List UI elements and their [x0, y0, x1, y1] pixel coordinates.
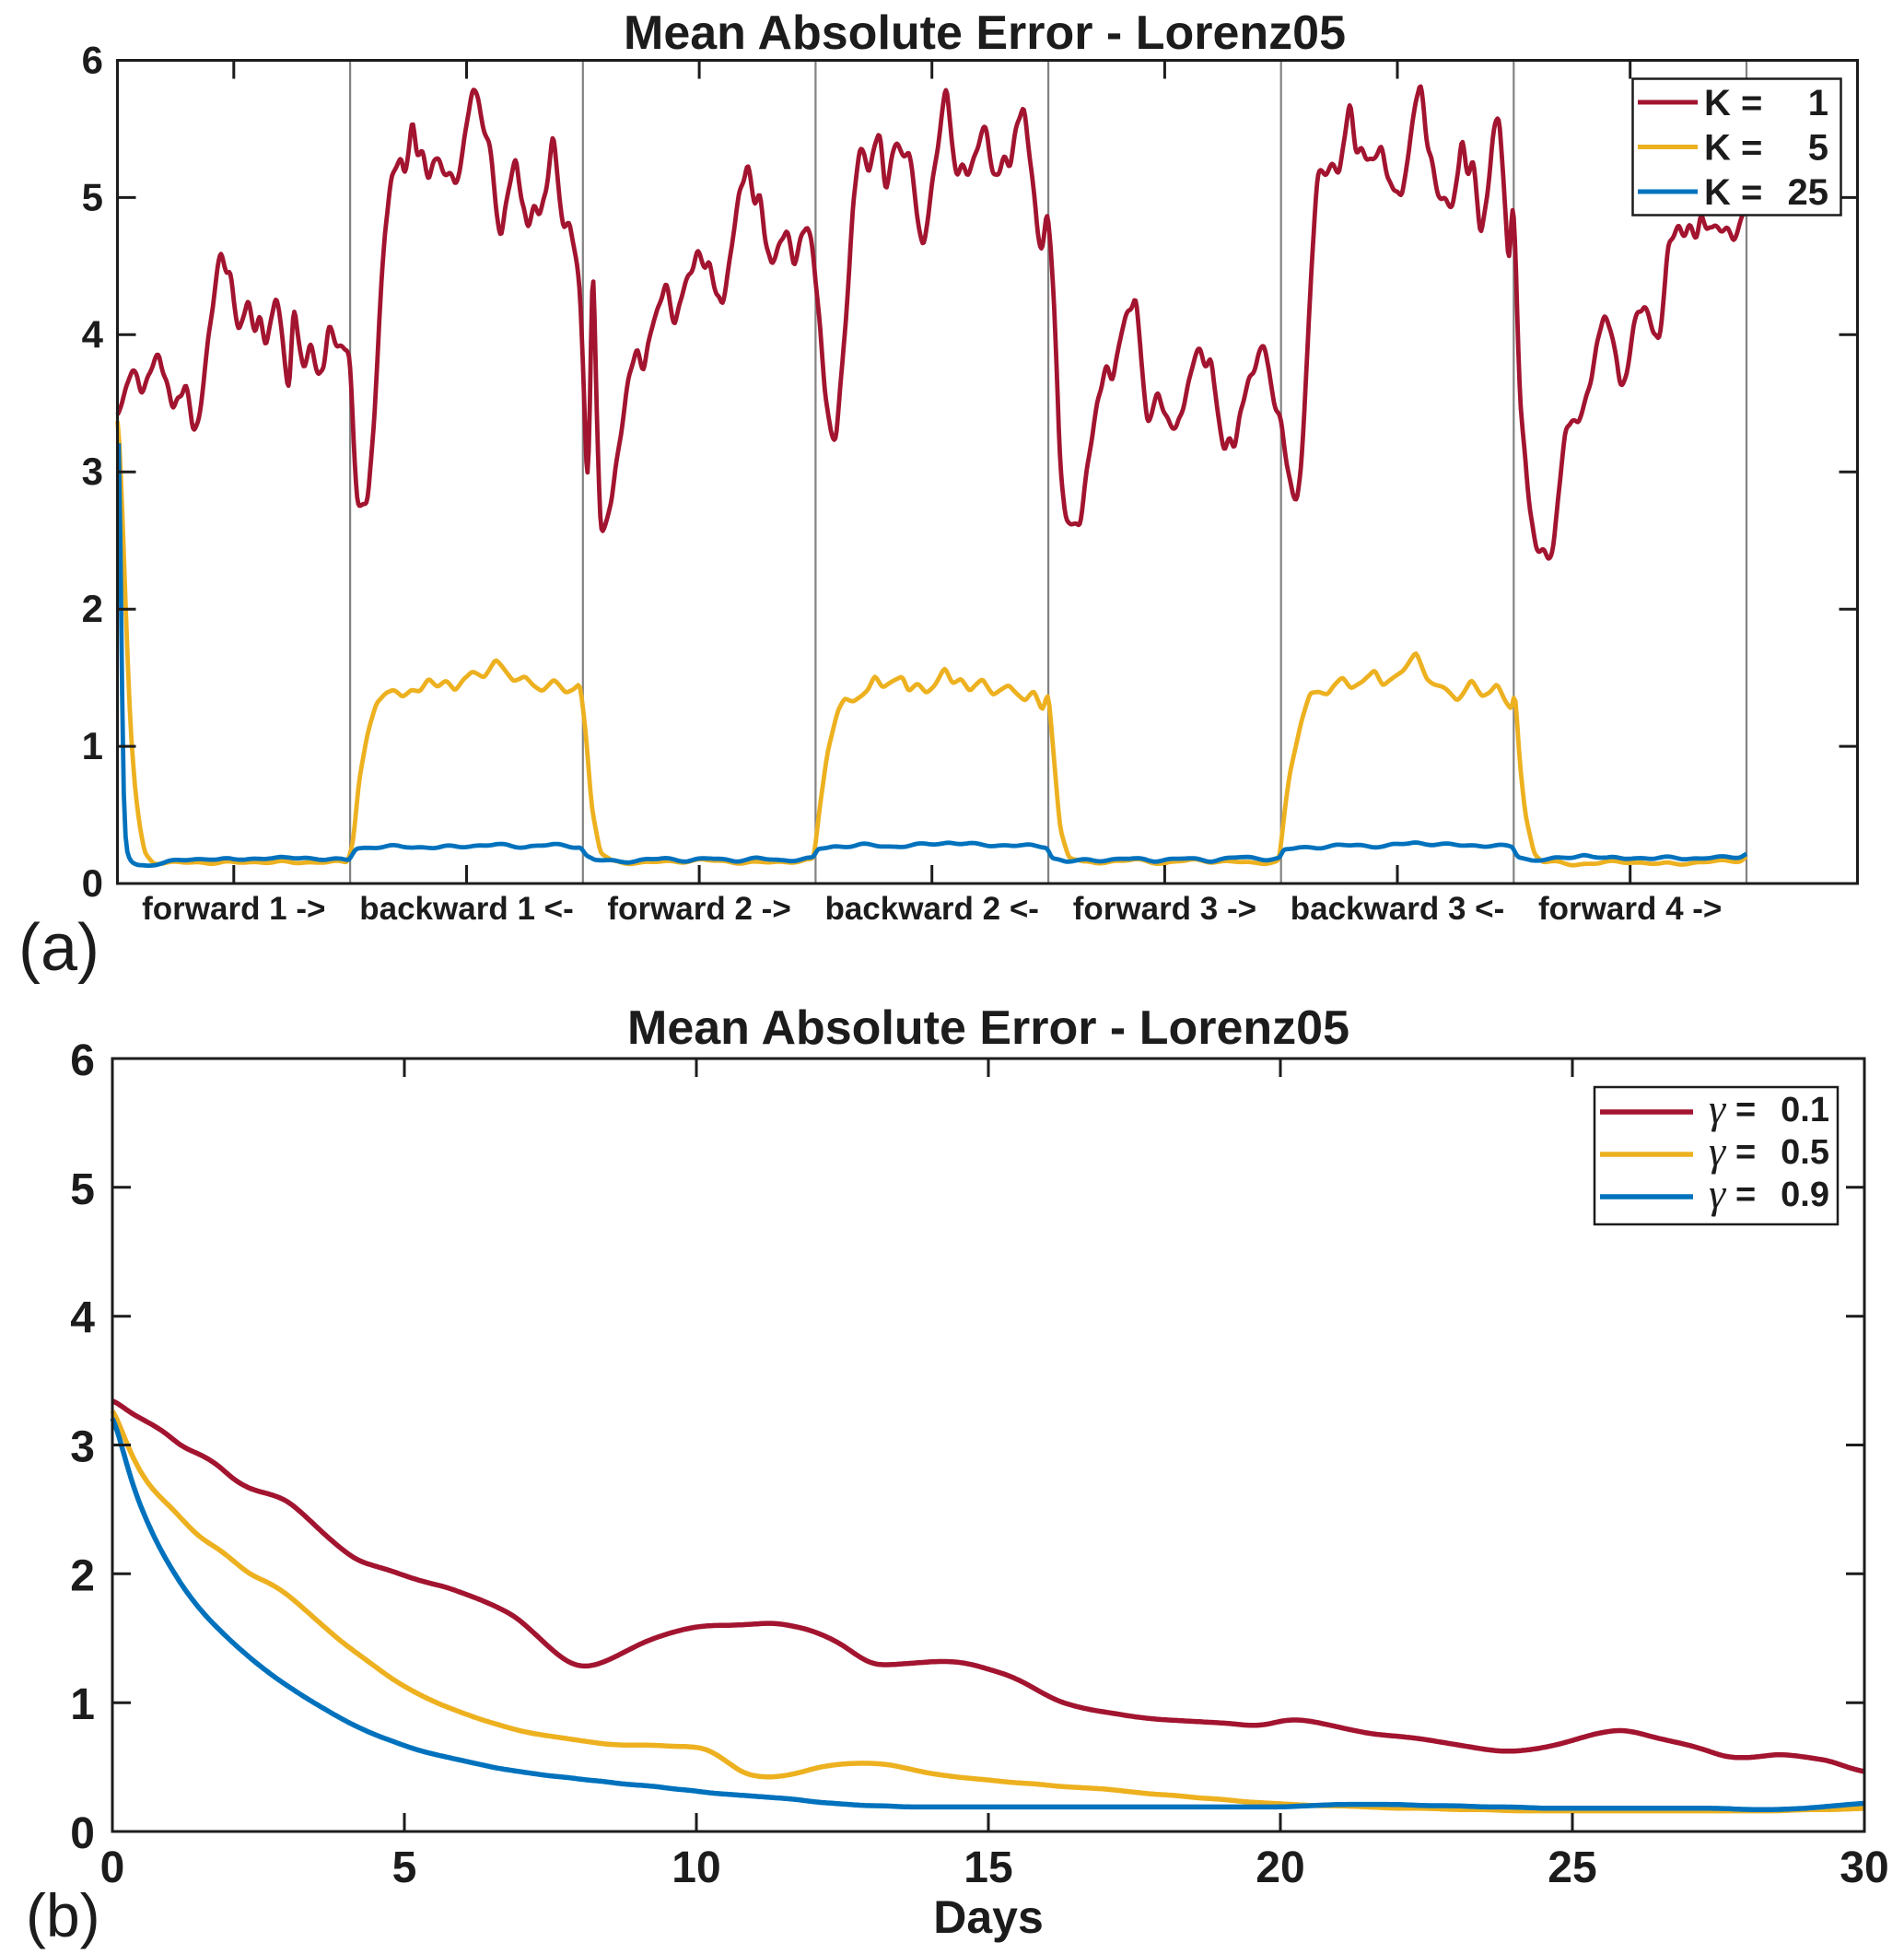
svg-text:=: =: [1735, 1133, 1756, 1172]
svg-text:5: 5: [392, 1843, 417, 1892]
svg-text:0: 0: [100, 1843, 125, 1892]
svg-text:forward 1 ->: forward 1 ->: [142, 891, 325, 927]
svg-text:Days: Days: [933, 1891, 1044, 1943]
svg-text:=: =: [1735, 1091, 1756, 1129]
svg-text:K =: K =: [1704, 172, 1762, 213]
svg-text:backward 1 <-: backward 1 <-: [359, 891, 573, 927]
svg-text:10: 10: [672, 1843, 720, 1892]
svg-text:γ: γ: [1709, 1128, 1727, 1175]
svg-text:forward 4 ->: forward 4 ->: [1538, 891, 1722, 927]
svg-text:K =: K =: [1704, 83, 1762, 123]
svg-text:5: 5: [1808, 128, 1828, 169]
svg-text:=: =: [1735, 1176, 1756, 1214]
svg-text:6: 6: [70, 1036, 95, 1085]
svg-text:25: 25: [1548, 1843, 1596, 1892]
svg-text:(a): (a): [18, 911, 99, 985]
svg-text:15: 15: [964, 1843, 1012, 1892]
svg-text:forward 2 ->: forward 2 ->: [607, 891, 790, 927]
svg-text:γ: γ: [1709, 1085, 1727, 1132]
svg-text:4: 4: [70, 1294, 95, 1343]
svg-text:Mean Absolute Error - Lorenz05: Mean Absolute Error - Lorenz05: [624, 6, 1346, 60]
svg-text:forward 3 ->: forward 3 ->: [1073, 891, 1256, 927]
svg-text:1: 1: [82, 724, 103, 767]
svg-text:backward 2 <-: backward 2 <-: [824, 891, 1038, 927]
svg-text:2: 2: [82, 587, 103, 630]
svg-text:25: 25: [1788, 172, 1829, 213]
svg-text:γ: γ: [1709, 1170, 1727, 1217]
svg-text:Mean Absolute Error - Lorenz05: Mean Absolute Error - Lorenz05: [627, 1001, 1349, 1055]
svg-text:6: 6: [82, 39, 103, 82]
svg-text:0.5: 0.5: [1781, 1133, 1829, 1172]
svg-text:0.1: 0.1: [1781, 1091, 1829, 1129]
svg-text:2: 2: [70, 1551, 95, 1600]
svg-text:5: 5: [82, 175, 103, 218]
svg-text:1: 1: [70, 1680, 95, 1729]
svg-text:0: 0: [70, 1809, 95, 1858]
svg-text:4: 4: [82, 312, 104, 356]
svg-text:20: 20: [1256, 1843, 1304, 1892]
svg-text:1: 1: [1808, 83, 1828, 123]
svg-text:(b): (b): [26, 1881, 100, 1949]
svg-text:5: 5: [70, 1165, 95, 1214]
svg-text:3: 3: [82, 450, 103, 493]
svg-text:0: 0: [82, 861, 103, 905]
svg-text:backward 3 <-: backward 3 <-: [1291, 891, 1504, 927]
svg-text:0.9: 0.9: [1781, 1176, 1829, 1214]
svg-text:3: 3: [70, 1423, 95, 1472]
svg-text:K =: K =: [1704, 128, 1762, 169]
svg-text:30: 30: [1840, 1843, 1888, 1892]
